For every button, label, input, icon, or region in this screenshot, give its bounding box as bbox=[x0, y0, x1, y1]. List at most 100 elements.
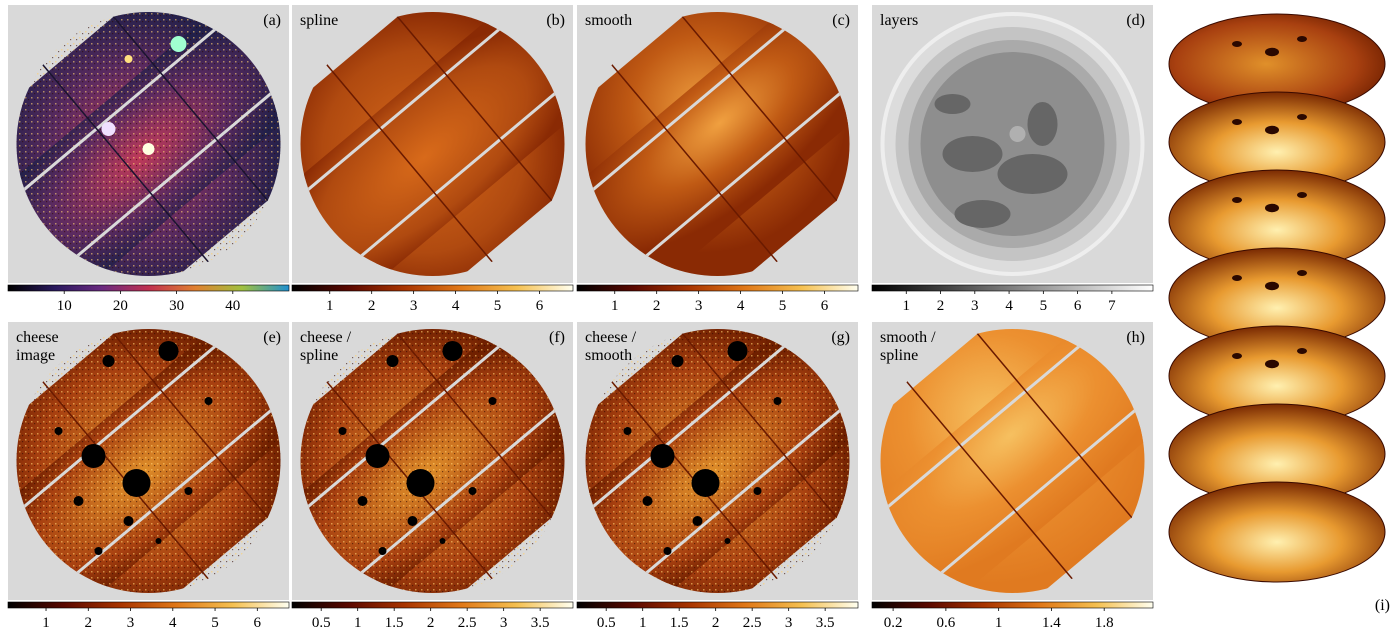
panel-label: (i) bbox=[1375, 597, 1390, 614]
panel-label: (h) bbox=[1126, 329, 1145, 346]
panel-title: cheese / bbox=[585, 329, 637, 346]
colorbar-tick-label: 3 bbox=[971, 298, 979, 314]
stack-source bbox=[1297, 348, 1307, 354]
panel: (h) smooth /spline 0.2 0.6 1 1.4 1.8 bbox=[871, 322, 1154, 628]
colorbar-tick-label: 1 bbox=[611, 298, 619, 314]
image bbox=[880, 12, 1145, 276]
image bbox=[16, 329, 281, 593]
panel-title: spline bbox=[300, 347, 338, 364]
masked-source bbox=[81, 444, 106, 468]
stack-source bbox=[1265, 281, 1279, 291]
panel-title: smooth bbox=[585, 347, 632, 364]
chip-gap bbox=[87, 329, 281, 549]
masked-source bbox=[727, 341, 748, 361]
colorbar-tick-label: 1 bbox=[354, 615, 362, 628]
colorbar-tick-label: 0.2 bbox=[884, 615, 903, 628]
detector bbox=[585, 12, 850, 276]
stack-source bbox=[1297, 36, 1307, 42]
texture bbox=[300, 329, 565, 593]
colorbar-tick-label: 5 bbox=[211, 615, 219, 628]
panel: (c) smooth 1 2 3 4 5 6 bbox=[576, 5, 859, 314]
texture bbox=[16, 329, 281, 593]
colorbar bbox=[576, 284, 859, 292]
chip-gap bbox=[371, 12, 565, 232]
stack-source bbox=[1265, 125, 1279, 135]
colorbar bbox=[576, 601, 859, 609]
stack-source bbox=[1232, 197, 1242, 203]
masked-source bbox=[724, 538, 731, 544]
masked-source bbox=[468, 487, 477, 495]
colorbar-tick-label: 3 bbox=[695, 298, 703, 314]
colorbar-tick-label: 2 bbox=[653, 298, 661, 314]
chip-gap bbox=[22, 40, 229, 276]
masked-source bbox=[692, 516, 703, 526]
colorbar-tick-label: 4 bbox=[737, 298, 745, 314]
colorbar-tick-label: 0.5 bbox=[312, 615, 331, 628]
masked-source bbox=[671, 355, 684, 367]
masked-source bbox=[663, 547, 672, 555]
stack-source bbox=[1265, 47, 1279, 57]
panel-title: spline bbox=[880, 347, 918, 364]
colorbar-tick-label: 1.5 bbox=[670, 615, 689, 628]
colorbar-tick-label: 6 bbox=[254, 615, 262, 628]
colorbar-tick-label: 2.5 bbox=[458, 615, 477, 628]
panel: (g) cheese /smooth 0.5 1 1.5 2 2.5 3 3.5 bbox=[576, 322, 859, 628]
masked-source bbox=[158, 341, 179, 361]
masked-source bbox=[365, 444, 390, 468]
colorbar-tick-label: 0.5 bbox=[597, 615, 616, 628]
chip-gap bbox=[880, 329, 1108, 531]
masked-source bbox=[642, 496, 653, 506]
panel: (a) 10 20 30 40 bbox=[7, 5, 290, 314]
stack: (i) bbox=[1168, 13, 1390, 614]
masked-source bbox=[386, 355, 399, 367]
stack-source bbox=[1265, 359, 1279, 369]
panel-title: spline bbox=[300, 12, 338, 29]
source bbox=[142, 143, 155, 155]
chip-gap bbox=[306, 40, 513, 276]
stack-source bbox=[1232, 275, 1242, 281]
chip-gap bbox=[585, 12, 813, 214]
panel-label: (g) bbox=[831, 329, 850, 346]
chip-gap bbox=[50, 387, 281, 593]
colorbar bbox=[291, 284, 574, 292]
image bbox=[300, 329, 565, 593]
panel: (b) spline 1 2 3 4 5 6 bbox=[291, 5, 574, 314]
colorbar-tick-label: 6 bbox=[1074, 298, 1082, 314]
panel-label: (d) bbox=[1126, 12, 1145, 29]
chip-gap bbox=[334, 70, 565, 276]
contour bbox=[997, 154, 1068, 194]
chip-gap bbox=[300, 12, 528, 214]
colorbar bbox=[7, 284, 290, 292]
colorbar-tick-label: 20 bbox=[113, 298, 128, 314]
colorbar-tick-label: 40 bbox=[225, 298, 240, 314]
masked-source bbox=[102, 355, 115, 367]
image bbox=[880, 329, 1145, 593]
contour bbox=[942, 136, 1003, 172]
detector bbox=[880, 329, 1145, 593]
colorbar-tick-label: 1 bbox=[903, 298, 911, 314]
masked-source bbox=[54, 427, 63, 435]
stack-source bbox=[1232, 353, 1242, 359]
stack-source bbox=[1297, 270, 1307, 276]
source bbox=[124, 55, 133, 63]
panels: (a) 10 20 30 40 (b) spline 1 2 3 4 5 6 (c) smooth 1 2 3 4 5… bbox=[7, 5, 1154, 628]
image bbox=[585, 12, 850, 276]
colorbar-tick-label: 6 bbox=[821, 298, 829, 314]
colorbar-tick-label: 3.5 bbox=[531, 615, 550, 628]
colorbar-tick-label: 1 bbox=[326, 298, 334, 314]
panel-label: (f) bbox=[549, 329, 565, 346]
panel-title: cheese bbox=[16, 329, 59, 346]
panel: (f) cheese /spline 0.5 1 1.5 2 2.5 3 3.5 bbox=[291, 322, 574, 628]
chip-gap bbox=[619, 70, 850, 276]
masked-source bbox=[650, 444, 675, 468]
masked-source bbox=[439, 538, 446, 544]
chip-gap bbox=[50, 70, 281, 276]
colorbar-tick-label: 0.6 bbox=[937, 615, 956, 628]
masked-source bbox=[691, 469, 720, 497]
masked-source bbox=[73, 496, 84, 506]
colorbar-tick-label: 3 bbox=[410, 298, 418, 314]
colorbar-tick-label: 2 bbox=[368, 298, 376, 314]
panel-label: (e) bbox=[263, 329, 281, 346]
colorbar-tick-label: 7 bbox=[1108, 298, 1116, 314]
colorbar-tick-label: 4 bbox=[1005, 298, 1013, 314]
